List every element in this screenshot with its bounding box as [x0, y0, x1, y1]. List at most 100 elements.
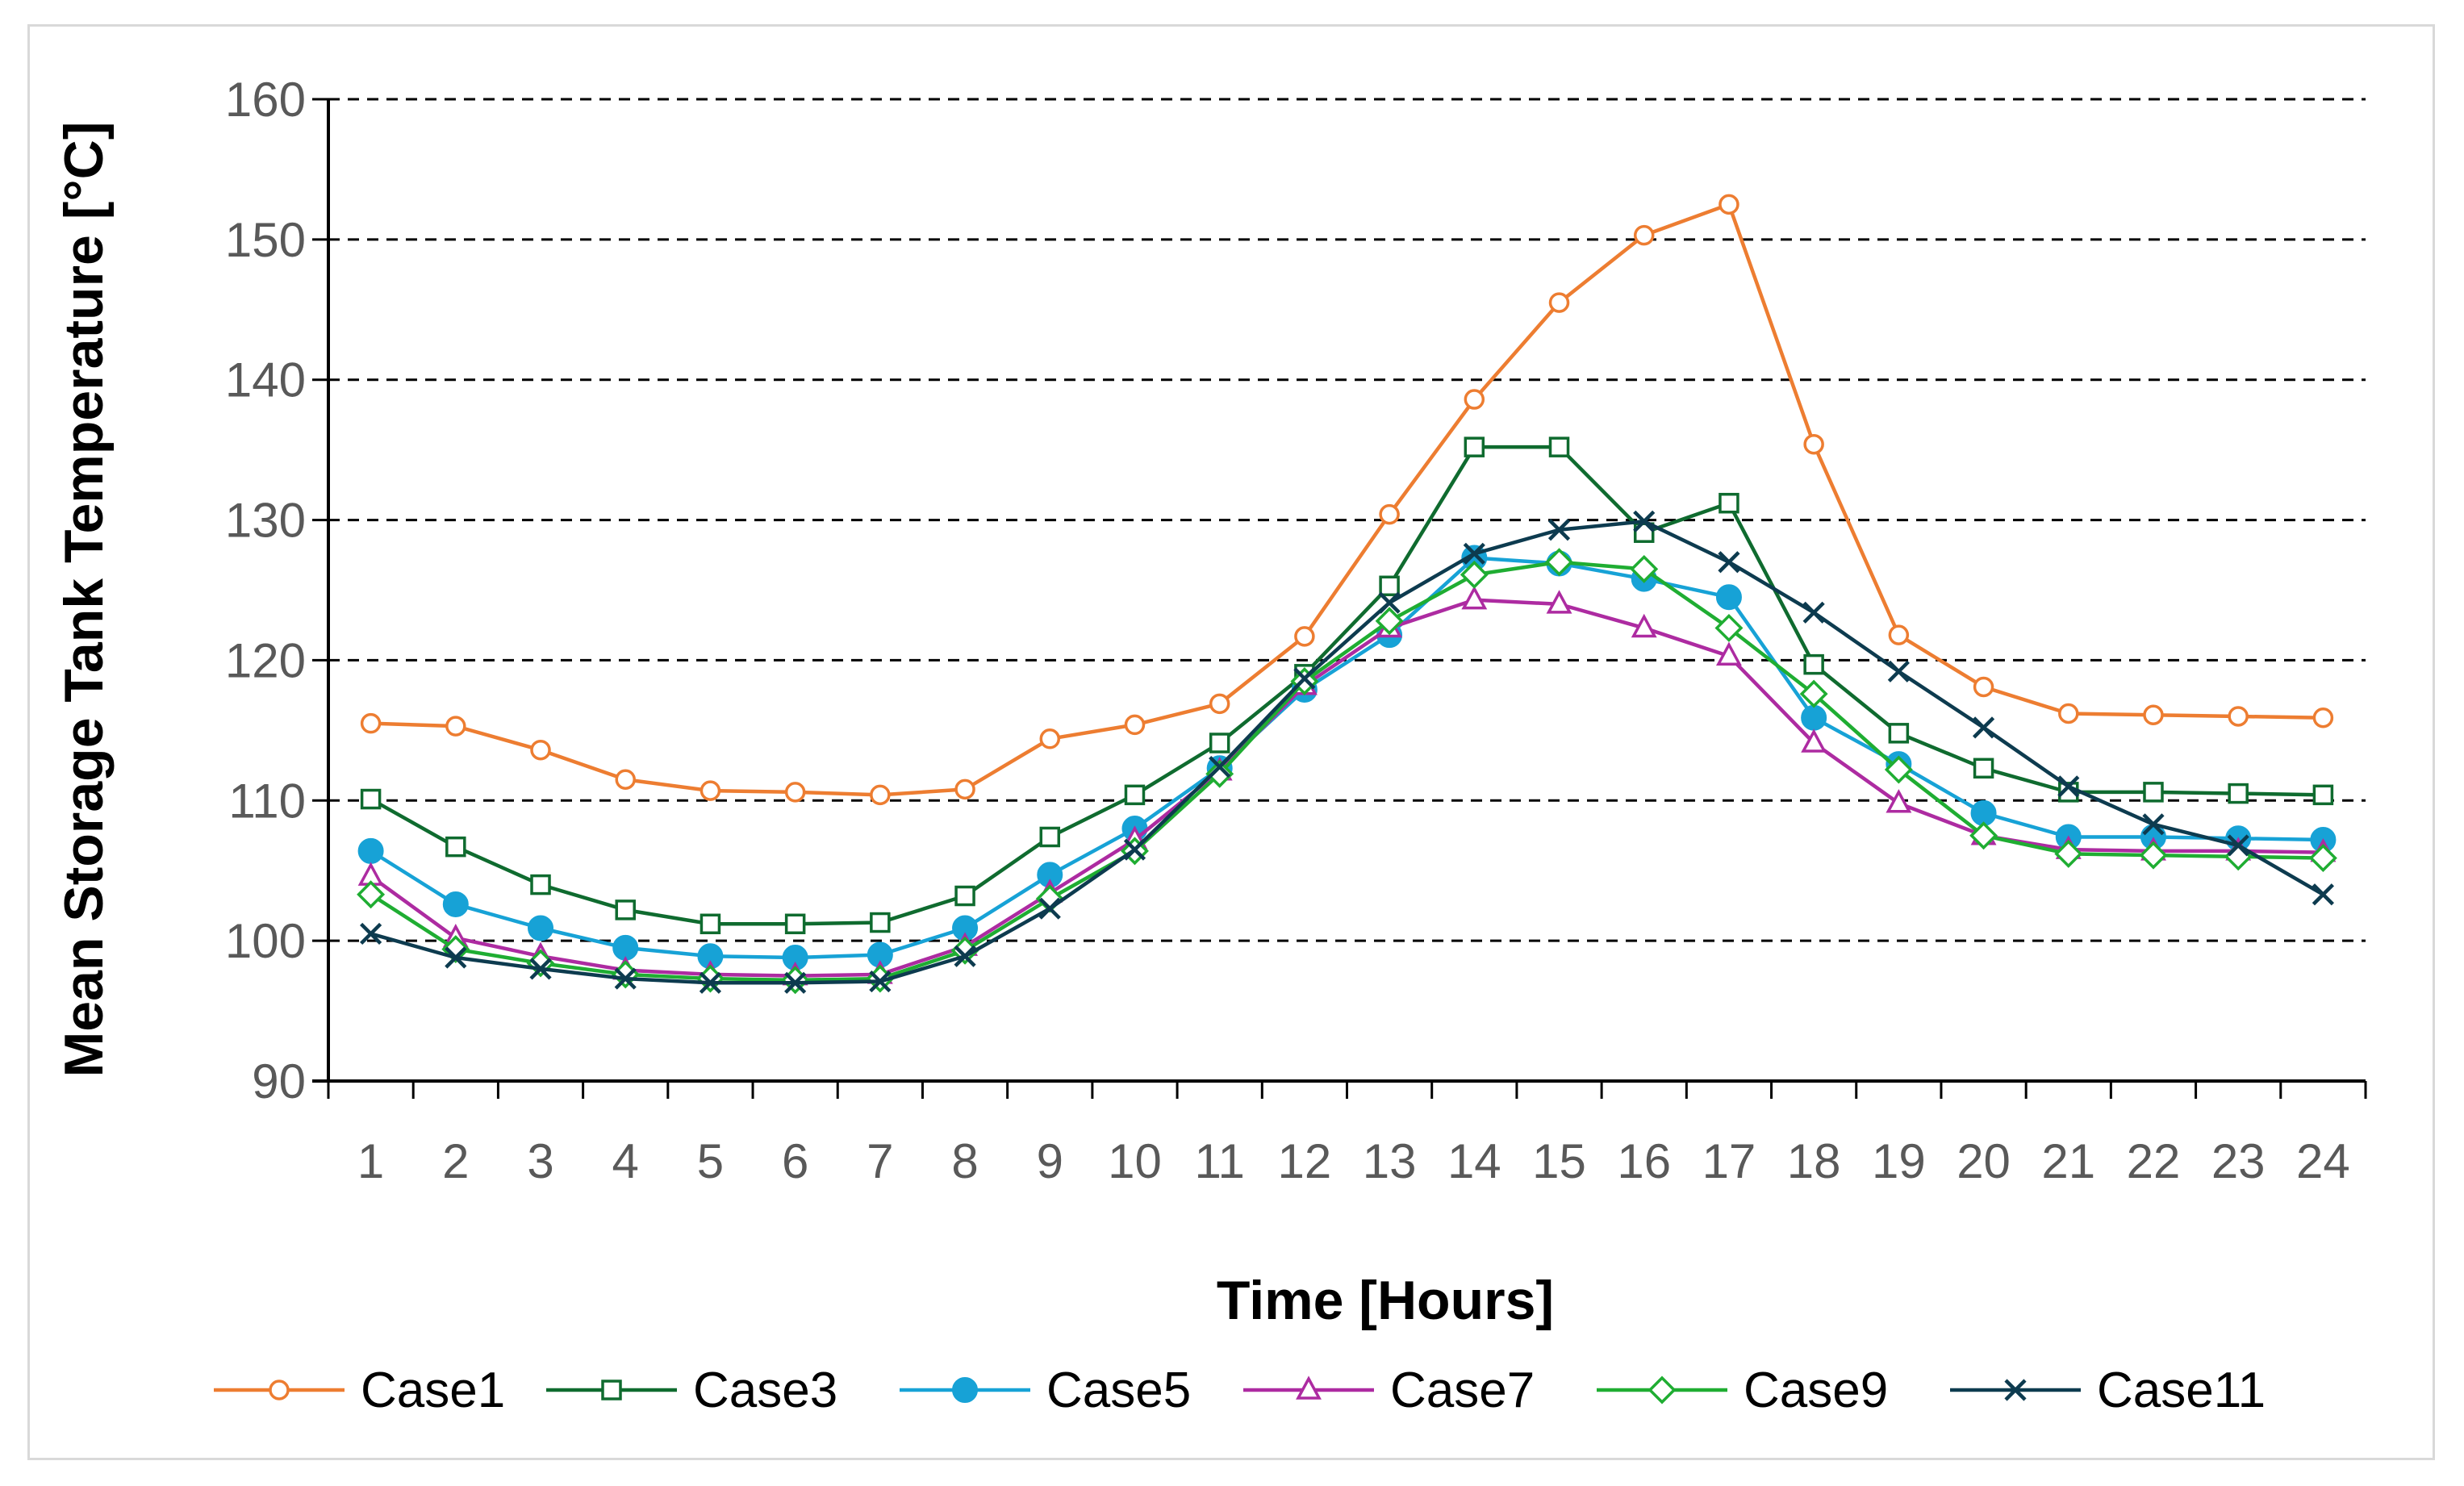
- series-case5: [357, 545, 2337, 971]
- data-point-case7: [1715, 641, 1742, 666]
- data-point-case11: [2227, 834, 2249, 857]
- series-case1: [360, 194, 2334, 806]
- data-point-case7: [1886, 789, 1912, 813]
- data-point-case9: [2308, 844, 2337, 873]
- data-point-case11: [784, 971, 807, 994]
- legend-item-case3[interactable]: Case3: [546, 1363, 837, 1418]
- data-point-case7: [1461, 585, 1488, 610]
- data-point-case9: [695, 964, 725, 993]
- y-tick-label: 110: [228, 774, 306, 828]
- data-point-case7: [1546, 590, 1572, 614]
- data-point-case5: [528, 915, 554, 941]
- data-point-case11: [1887, 660, 1910, 682]
- data-point-case9: [2224, 842, 2253, 871]
- y-tick-label: 160: [225, 73, 306, 127]
- x-tick-label: 3: [527, 1134, 553, 1188]
- data-point-case9: [2139, 841, 2168, 870]
- data-point-case1: [360, 712, 382, 734]
- data-point-case5: [442, 891, 469, 917]
- data-point-case3: [445, 836, 466, 858]
- data-point-case11: [1802, 601, 1825, 624]
- data-point-case3: [2228, 783, 2249, 804]
- data-point-case9: [1714, 613, 1744, 642]
- data-point-case11: [1209, 755, 1231, 778]
- data-point-case3: [360, 788, 382, 810]
- x-tick-label: 14: [1447, 1134, 1501, 1188]
- x-tick-label: 12: [1278, 1134, 1332, 1188]
- data-point-case3: [784, 913, 806, 935]
- data-point-case11: [1718, 551, 1740, 574]
- data-point-case3: [2312, 784, 2334, 806]
- data-point-case11: [445, 946, 467, 969]
- data-point-case1: [1548, 292, 1570, 313]
- data-point-case11: [954, 945, 976, 967]
- data-point-case1: [1888, 624, 1910, 645]
- data-point-case9: [1630, 554, 1659, 583]
- series-line-case9: [370, 560, 2324, 983]
- x-tick-label: 23: [2211, 1134, 2266, 1188]
- data-point-case3: [1379, 575, 1400, 597]
- chart-frame: 90 100 110 120 130 140 150 160 1 2 3 4 5 6 7 8 9 10 11 12 1…: [27, 24, 2435, 1460]
- x-tick-label: 9: [1037, 1134, 1063, 1188]
- data-point-case1: [1973, 676, 1994, 698]
- legend-label: Case9: [1744, 1363, 1888, 1418]
- data-point-case3: [700, 913, 721, 935]
- series-line-case3: [370, 445, 2324, 926]
- data-point-case1: [700, 780, 721, 801]
- legend-item-case7[interactable]: Case7: [1243, 1363, 1535, 1418]
- data-point-case9: [357, 880, 386, 909]
- x-tick-label: 19: [1872, 1134, 1926, 1188]
- x-tick-label: 20: [1957, 1134, 2011, 1188]
- y-tick-label: 120: [225, 633, 306, 687]
- series-line-case1: [370, 202, 2324, 797]
- x-tick-label: 13: [1363, 1134, 1417, 1188]
- data-point-case3: [1124, 784, 1146, 806]
- data-point-case3: [530, 874, 551, 895]
- series-case9: [357, 548, 2337, 995]
- data-point-case3: [1888, 723, 1910, 744]
- data-point-case1: [784, 782, 806, 803]
- data-point-case11: [1123, 838, 1146, 861]
- series-case7: [357, 585, 2337, 986]
- legend-marker: [952, 1377, 978, 1403]
- y-axis-title: Mean Storage Tank Temperature [°C]: [53, 122, 115, 1078]
- data-point-case1: [954, 778, 975, 800]
- data-point-case3: [1719, 492, 1739, 514]
- data-point-case11: [1378, 591, 1401, 614]
- data-point-case3: [1803, 653, 1824, 675]
- data-point-case3: [954, 885, 975, 907]
- data-point-case1: [2143, 704, 2164, 725]
- legend-marker: [1648, 1375, 1677, 1405]
- data-point-case11: [1972, 716, 1995, 739]
- y-tick-label: 90: [252, 1054, 306, 1108]
- data-point-case1: [1719, 194, 1739, 215]
- data-point-case11: [1293, 667, 1316, 690]
- data-point-case11: [1038, 897, 1061, 920]
- y-tick-label: 100: [225, 914, 306, 968]
- x-tick-label: 8: [951, 1134, 978, 1188]
- x-tick-label: 6: [782, 1134, 808, 1188]
- legend-item-case1[interactable]: Case1: [214, 1363, 505, 1418]
- data-point-case9: [1545, 548, 1573, 577]
- x-tick-label: 11: [1195, 1134, 1245, 1188]
- y-tick-labels: 90 100 110 120 130 140 150 160: [225, 73, 306, 1108]
- data-point-case9: [1375, 607, 1404, 636]
- legend: Case1 Case3 Case5 Case7 Case9 Case11: [214, 1363, 2266, 1418]
- x-tick-label: 5: [697, 1134, 724, 1188]
- legend-item-case11[interactable]: Case11: [1950, 1363, 2266, 1418]
- data-point-case1: [1039, 728, 1061, 749]
- data-point-case1: [2058, 703, 2079, 724]
- data-point-case11: [1547, 519, 1571, 541]
- data-point-case9: [781, 966, 810, 995]
- legend-item-case5[interactable]: Case5: [900, 1363, 1191, 1418]
- data-point-case7: [1631, 613, 1657, 638]
- data-point-case3: [870, 912, 891, 933]
- data-point-case1: [1209, 693, 1230, 715]
- data-point-case11: [614, 967, 637, 990]
- data-point-case9: [611, 960, 640, 989]
- x-tick-label: 21: [2041, 1134, 2095, 1188]
- legend-item-case9[interactable]: Case9: [1597, 1363, 1888, 1418]
- x-tick-label: 16: [1617, 1134, 1671, 1188]
- axes: [312, 98, 2367, 1099]
- data-point-case1: [530, 739, 551, 761]
